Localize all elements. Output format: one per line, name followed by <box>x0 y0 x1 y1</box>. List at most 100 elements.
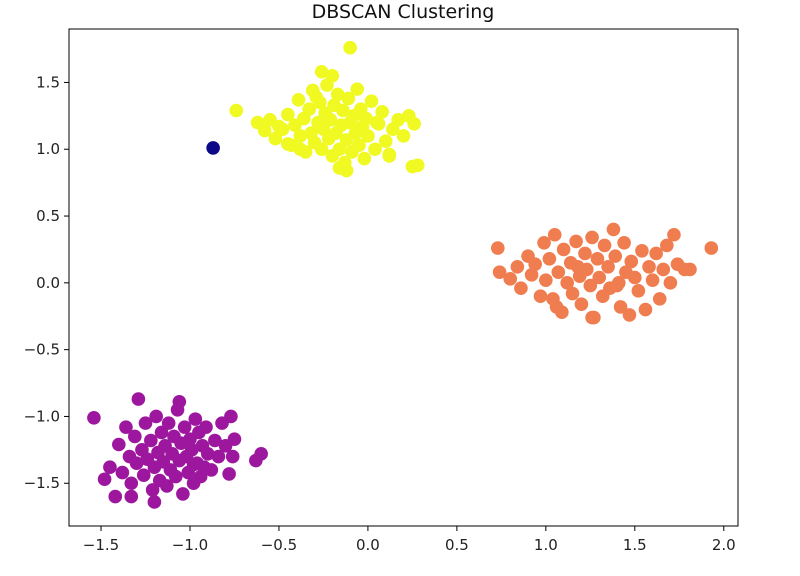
data-point <box>638 302 653 317</box>
data-point <box>378 134 393 149</box>
data-point <box>628 270 642 285</box>
data-point <box>161 416 176 430</box>
data-point <box>136 468 151 483</box>
data-point <box>683 262 697 277</box>
data-point <box>571 260 585 274</box>
data-point <box>608 249 623 263</box>
data-point <box>601 260 615 274</box>
data-point <box>87 410 101 425</box>
data-point <box>108 489 123 504</box>
data-point <box>145 483 160 497</box>
data-point <box>281 137 295 151</box>
y-tick-label: −1.0 <box>24 407 60 425</box>
data-point <box>574 297 589 312</box>
data-point <box>129 456 144 471</box>
data-point <box>225 449 240 464</box>
data-point <box>154 425 169 440</box>
data-point <box>343 40 357 55</box>
data-point <box>176 487 190 501</box>
plot-frame <box>68 28 739 527</box>
plot-area-border <box>68 28 739 527</box>
series-1 <box>229 40 425 178</box>
data-point <box>325 68 340 83</box>
data-point <box>302 102 316 116</box>
x-tick-label: 1.5 <box>623 536 647 554</box>
data-point <box>491 241 505 255</box>
data-point <box>606 222 621 237</box>
data-point <box>533 289 548 304</box>
data-point <box>168 469 183 484</box>
data-point <box>314 64 329 79</box>
chart-title: DBSCAN Clustering <box>312 1 495 23</box>
data-point <box>642 260 656 274</box>
data-point <box>370 115 384 130</box>
x-axis: −1.5 −1.0 −0.5 0.0 0.5 1.0 1.5 2.0 <box>83 526 736 554</box>
y-tick-label: 0.0 <box>36 274 60 292</box>
data-point <box>391 113 405 127</box>
data-point <box>503 272 518 286</box>
data-point <box>124 489 139 504</box>
data-point <box>610 278 624 293</box>
data-point <box>704 241 719 255</box>
y-tick-label: −0.5 <box>24 341 60 359</box>
x-tick-label: 0.0 <box>356 536 380 554</box>
data-point <box>254 447 268 461</box>
data-point <box>528 257 542 271</box>
x-tick-label: 2.0 <box>712 536 736 554</box>
data-point <box>124 476 139 491</box>
data-point <box>341 91 356 106</box>
data-point <box>592 270 607 285</box>
data-point <box>339 163 354 178</box>
data-point <box>590 251 605 266</box>
data-point <box>560 276 574 290</box>
data-point <box>537 235 551 250</box>
x-tick-label: 1.0 <box>534 536 558 554</box>
data-point <box>293 142 308 157</box>
data-point <box>352 138 366 153</box>
data-point <box>208 433 222 448</box>
data-point <box>119 420 133 434</box>
data-point <box>613 300 628 314</box>
data-point <box>147 495 162 509</box>
x-tick-label: −1.0 <box>172 536 208 554</box>
series-2 <box>491 222 719 325</box>
data-point <box>514 281 528 295</box>
data-point <box>160 479 174 493</box>
data-point <box>200 447 215 461</box>
y-tick-label: 1.5 <box>36 73 60 91</box>
data-point <box>184 443 199 457</box>
data-point <box>396 129 411 143</box>
data-point <box>281 107 295 122</box>
y-tick-label: 1.0 <box>36 140 60 158</box>
y-tick-label: 0.5 <box>36 207 60 225</box>
data-point <box>272 119 286 134</box>
data-point <box>585 310 599 325</box>
data-point <box>131 392 146 406</box>
data-point <box>291 93 306 107</box>
data-point <box>172 394 187 409</box>
data-point <box>227 432 242 446</box>
data-point <box>617 235 631 250</box>
data-point <box>211 449 226 464</box>
data-point <box>206 141 220 155</box>
data-point <box>350 82 365 96</box>
data-point <box>112 437 126 452</box>
data-point <box>323 113 338 127</box>
data-point <box>631 284 646 298</box>
data-point <box>144 433 158 448</box>
data-point <box>188 412 203 426</box>
data-point <box>660 238 674 253</box>
data-point <box>293 129 308 143</box>
data-point <box>332 142 347 157</box>
data-point <box>410 158 425 173</box>
data-point <box>645 273 660 287</box>
series-3 <box>87 392 268 509</box>
data-point <box>357 151 372 166</box>
data-point <box>149 409 163 424</box>
data-point <box>268 131 283 146</box>
data-point <box>330 87 345 102</box>
data-point <box>539 273 553 287</box>
data-point <box>309 90 324 104</box>
